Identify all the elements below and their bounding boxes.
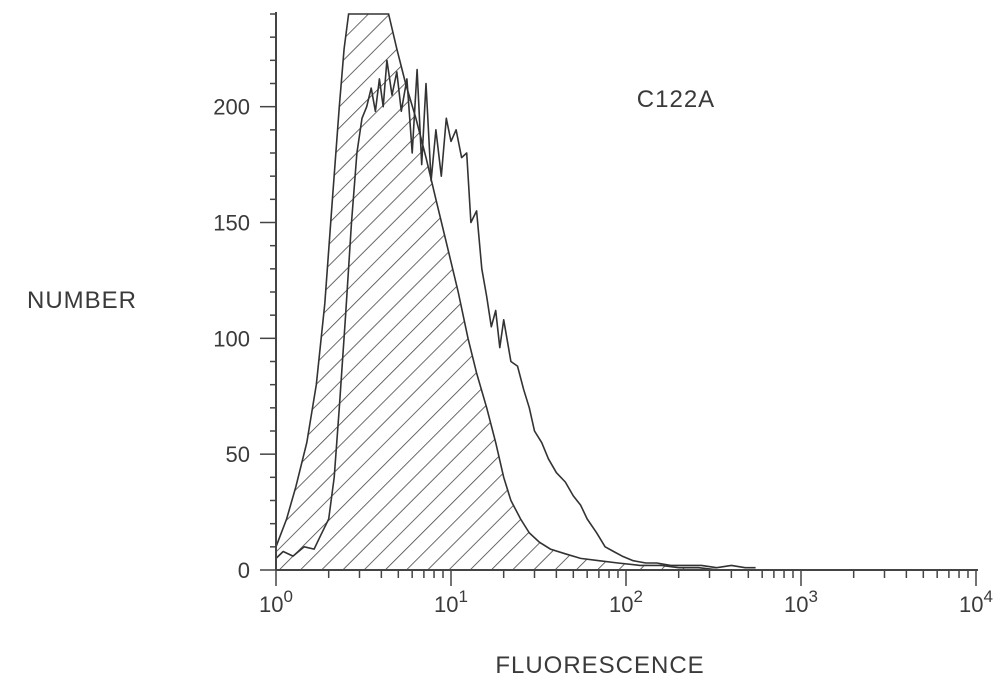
y-tick-label: 150 <box>213 211 250 236</box>
x-axis-ticks: 100 101 102 103 104 <box>259 570 993 617</box>
y-axis-title: NUMBER <box>27 287 137 314</box>
x-axis-title: FLUORESCENCE <box>495 652 704 679</box>
x-tick-label: 103 <box>784 587 818 617</box>
y-axis-ticks: 0 50 100 150 200 <box>213 13 276 583</box>
x-tick-label: 102 <box>609 587 643 617</box>
x-tick-label: 104 <box>959 587 993 617</box>
series-hatched-area <box>276 13 720 571</box>
series-outline-curve <box>276 59 756 569</box>
chart-annotation: C122A <box>637 86 715 113</box>
plot-area <box>276 13 756 571</box>
x-tick-label: 100 <box>259 587 293 617</box>
y-tick-label: 0 <box>238 558 250 583</box>
y-tick-label: 200 <box>213 95 250 120</box>
y-tick-label: 100 <box>213 326 250 351</box>
x-tick-label: 101 <box>434 587 468 617</box>
y-tick-label: 50 <box>226 442 250 467</box>
